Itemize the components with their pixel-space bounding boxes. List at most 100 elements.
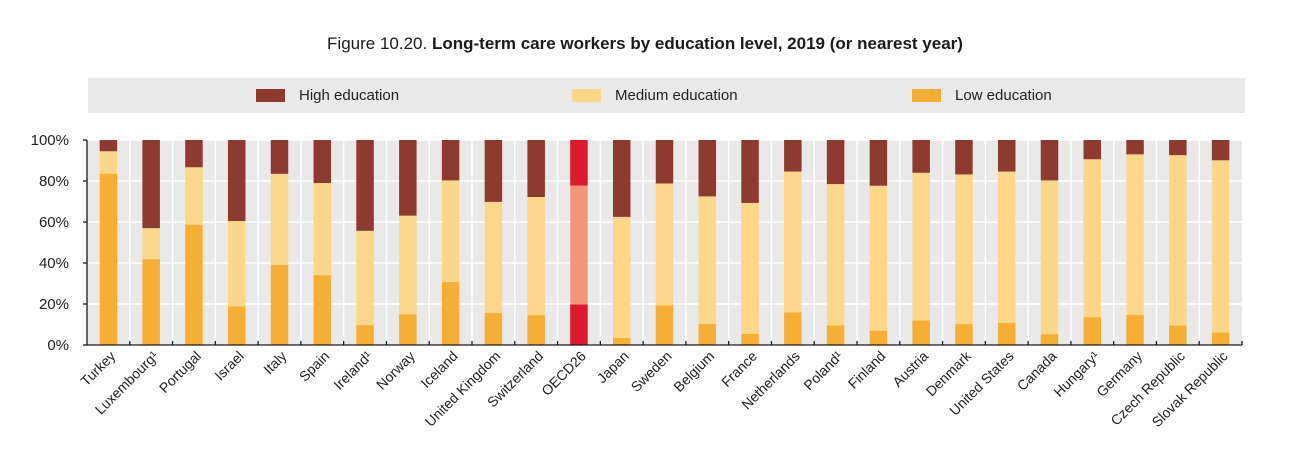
x-tick-label: Poland¹ [800,348,846,394]
bar-group [869,140,888,345]
bar-segment-high [1126,140,1144,155]
legend-swatch-high [256,89,285,102]
bar-segment-medium [484,201,503,313]
bar-segment-low [227,306,246,345]
bar-group [270,140,289,345]
bar-segment-high [270,140,289,174]
x-tick-label: Ireland¹ [330,348,375,393]
bar-segment-low [826,325,845,345]
bar-segment-high [142,140,160,229]
legend-swatch-medium [572,89,601,102]
x-tick-label: Italy [260,348,289,377]
bar-group [1083,140,1102,345]
bar-segment-medium [1126,154,1144,315]
bar-segment-low [741,333,759,345]
bar-segment-medium [570,185,588,305]
bar-segment-low [441,282,460,345]
x-tick-label: Finland [845,348,889,392]
bar-group [227,140,246,345]
y-tick-label: 20% [39,296,69,313]
bars [99,140,1230,345]
bar-segment-low [142,259,160,345]
bar-segment-high [313,140,332,184]
legend-item-low: Low education [912,78,1052,113]
bar-group [1040,140,1059,345]
bar-segment-medium [99,151,118,174]
bar-segment-high [570,140,588,186]
bar-segment-medium [356,230,374,326]
bar-segment-low [698,323,717,345]
bar-segment-high [399,140,417,216]
bar-group [1126,140,1144,345]
bar-segment-medium [313,183,332,276]
bar-group [185,140,203,345]
bar-group [399,140,417,345]
x-tick-label: Belgium [670,348,717,395]
bar-segment-medium [655,183,674,306]
bar-segment-high [1211,140,1230,161]
bar-segment-medium [399,215,417,315]
bar-segment-high [356,140,374,231]
bar-segment-high [612,140,631,217]
bar-segment-low [1169,325,1187,345]
y-tick-label: 40% [39,255,69,272]
bar-segment-high [99,140,118,152]
bar-segment-high [698,140,717,197]
bar-segment-high [227,140,246,221]
bar-segment-high [441,140,460,181]
bar-group [1169,140,1187,345]
y-tick-label: 0% [47,337,69,354]
bar-group [313,140,332,345]
bar-group [484,140,503,345]
x-tick-label: Norway [373,348,418,393]
bar-group [997,140,1016,345]
x-tick-label: France [718,348,760,390]
bar-segment-medium [869,185,888,331]
y-tick-label: 100% [31,132,69,149]
bar-segment-low [955,324,973,345]
bar-group [612,140,631,345]
x-tick-label: Israel [211,348,247,384]
y-tick-label: 60% [39,214,69,231]
bar-segment-high [527,140,545,197]
legend-item-medium: Medium education [572,78,738,113]
x-tick-label: Sweden [628,348,675,395]
bar-segment-high [997,140,1016,172]
bar-group [527,140,545,345]
bar-segment-low [997,322,1016,345]
bar-segment-medium [527,196,545,316]
bar-group [570,140,588,345]
legend: High education Medium education Low educ… [88,78,1245,113]
bar-group [99,140,118,345]
bar-segment-medium [441,180,460,283]
bar-group [784,140,802,345]
bar-segment-high [185,140,203,168]
x-tick-label: Austria [889,348,931,390]
bar-segment-medium [698,196,717,324]
bar-segment-low [655,305,674,345]
x-tick-label: OECD26 [538,348,589,399]
bar-segment-medium [912,172,930,321]
bar-segment-low [484,312,503,345]
bar-segment-high [912,140,930,173]
bar-segment-medium [784,171,802,313]
bar-group [955,140,973,345]
x-tick-label: Spain [296,348,333,385]
x-tick-label: Slovak Republic [1148,348,1230,430]
legend-item-high: High education [256,78,399,113]
x-tick-label: Czech Republic [1107,348,1188,429]
y-axis-ticks: 0% 20% 40% 60% 80% 100% [31,132,87,354]
bar-segment-high [1083,140,1102,160]
bar-group [826,140,845,345]
bar-segment-high [784,140,802,172]
bar-segment-low [1211,332,1230,345]
bar-segment-high [484,140,503,202]
bar-segment-low [99,173,118,345]
legend-label-high: High education [299,87,400,104]
bar-group [741,140,759,345]
bar-group [912,140,930,345]
x-tick-label: United Kingdom [422,348,504,430]
bar-segment-low [185,224,203,345]
bar-segment-high [955,140,973,175]
bar-segment-low [270,265,289,345]
